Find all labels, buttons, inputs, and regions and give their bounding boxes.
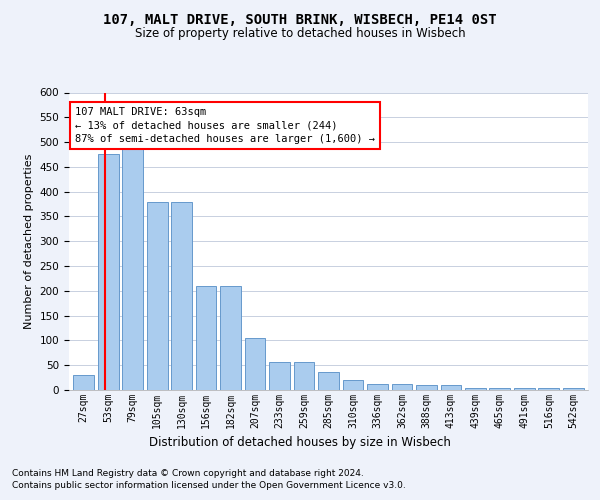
Text: Contains public sector information licensed under the Open Government Licence v3: Contains public sector information licen…: [12, 482, 406, 490]
Bar: [538, 388, 559, 390]
Text: Size of property relative to detached houses in Wisbech: Size of property relative to detached ho…: [134, 28, 466, 40]
Bar: [440, 385, 461, 390]
Bar: [269, 362, 290, 390]
Text: Contains HM Land Registry data © Crown copyright and database right 2024.: Contains HM Land Registry data © Crown c…: [12, 470, 364, 478]
Bar: [367, 384, 388, 390]
Bar: [465, 388, 486, 390]
Bar: [147, 202, 167, 390]
Text: Distribution of detached houses by size in Wisbech: Distribution of detached houses by size …: [149, 436, 451, 449]
Bar: [122, 144, 143, 390]
Bar: [171, 202, 192, 390]
Bar: [196, 286, 217, 390]
Text: 107 MALT DRIVE: 63sqm
← 13% of detached houses are smaller (244)
87% of semi-det: 107 MALT DRIVE: 63sqm ← 13% of detached …: [75, 108, 375, 144]
Bar: [293, 362, 314, 390]
Bar: [318, 372, 339, 390]
Bar: [416, 385, 437, 390]
Bar: [245, 338, 265, 390]
Bar: [514, 388, 535, 390]
Bar: [563, 388, 584, 390]
Bar: [392, 384, 412, 390]
Bar: [220, 286, 241, 390]
Bar: [490, 388, 510, 390]
Bar: [73, 375, 94, 390]
Text: 107, MALT DRIVE, SOUTH BRINK, WISBECH, PE14 0ST: 107, MALT DRIVE, SOUTH BRINK, WISBECH, P…: [103, 12, 497, 26]
Y-axis label: Number of detached properties: Number of detached properties: [24, 154, 34, 329]
Bar: [343, 380, 364, 390]
Bar: [98, 154, 119, 390]
